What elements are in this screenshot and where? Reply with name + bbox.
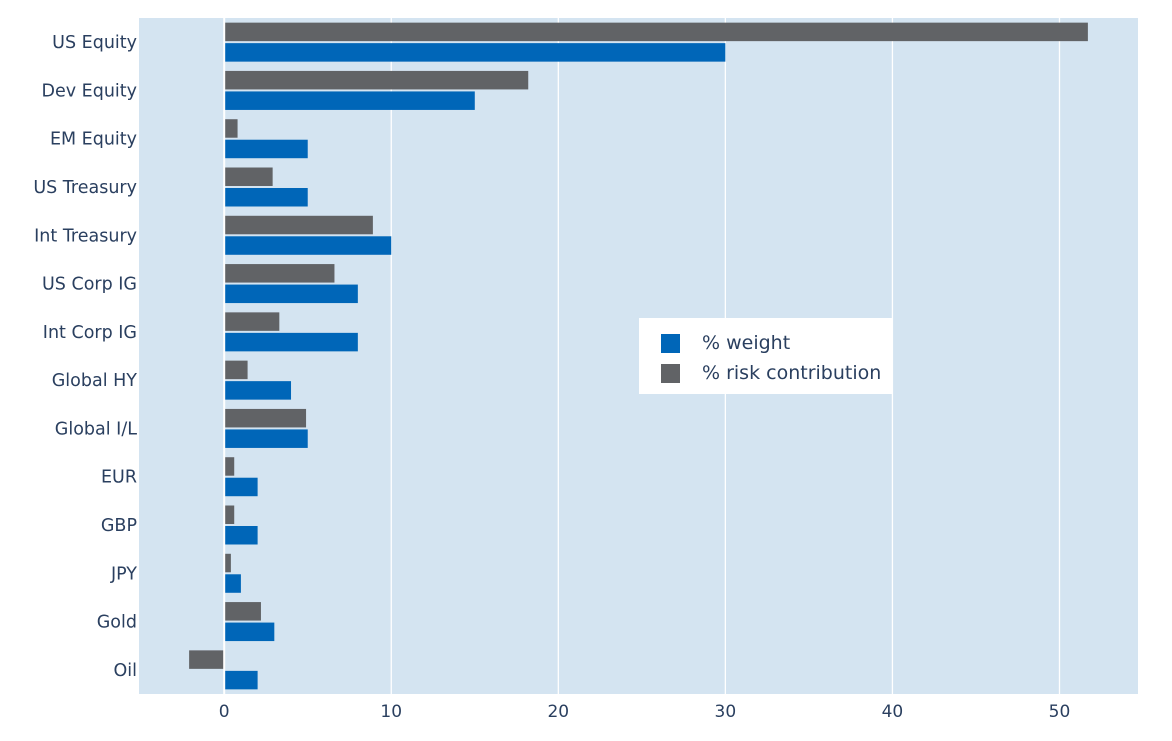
bar-risk-9 (224, 457, 235, 476)
bar-weight-5 (224, 284, 358, 304)
bar-risk-13 (189, 650, 225, 669)
y-tick-label: US Treasury (33, 178, 137, 198)
legend-item-weight[interactable]: % weight (661, 328, 893, 358)
bar-risk-10 (224, 505, 235, 524)
legend-item-risk[interactable]: % risk contribution (661, 358, 893, 388)
bar-risk-2 (224, 119, 238, 138)
bar-weight-10 (224, 526, 258, 545)
bars (189, 22, 1088, 690)
bar-risk-12 (224, 602, 261, 621)
y-tick-label: US Corp IG (42, 275, 137, 295)
y-tick-label: Int Treasury (34, 226, 137, 246)
bar-weight-8 (224, 429, 308, 448)
y-axis-labels: US Equity Dev Equity EM Equity US Treasury I… (33, 33, 137, 681)
bar-risk-4 (224, 215, 373, 235)
bar-weight-1 (224, 91, 475, 110)
legend-swatch-weight (661, 333, 680, 353)
bar-weight-12 (224, 622, 275, 642)
bar-weight-9 (224, 477, 258, 497)
legend-label-risk: % risk contribution (702, 362, 882, 384)
x-tick-label: 30 (715, 702, 737, 722)
x-tick-label: 0 (219, 702, 230, 722)
x-tick-label: 40 (882, 702, 904, 722)
plot-background (139, 18, 1138, 694)
bar-weight-2 (224, 139, 308, 159)
bar-weight-3 (224, 188, 308, 207)
bar-weight-13 (224, 670, 258, 690)
x-tick-label: 20 (547, 702, 569, 722)
bar-weight-0 (224, 43, 726, 62)
y-tick-label: Dev Equity (42, 81, 138, 101)
y-tick-label: Oil (114, 661, 138, 681)
y-tick-label: JPY (110, 564, 137, 584)
bar-risk-8 (224, 408, 307, 428)
legend-label-weight: % weight (702, 332, 791, 354)
bar-weight-4 (224, 236, 392, 255)
y-tick-label: Gold (97, 613, 137, 633)
bar-risk-11 (224, 553, 231, 573)
x-axis-ticks: 0 10 20 30 40 50 (219, 702, 1071, 722)
x-tick-label: 10 (380, 702, 402, 722)
bar-weight-6 (224, 332, 358, 352)
bar-risk-5 (224, 264, 335, 283)
y-tick-label: Global I/L (55, 419, 137, 439)
legend[interactable]: % weight % risk contribution (639, 318, 893, 394)
y-tick-label: US Equity (52, 33, 137, 53)
bar-risk-1 (224, 70, 529, 90)
y-tick-label: Global HY (52, 371, 138, 391)
bar-weight-11 (224, 574, 241, 593)
x-tick-label: 50 (1049, 702, 1071, 722)
bar-risk-3 (224, 167, 273, 186)
bar-risk-6 (224, 312, 280, 331)
y-tick-label: Int Corp IG (43, 323, 137, 343)
bar-risk-7 (224, 360, 248, 380)
y-tick-label: EUR (101, 468, 137, 488)
y-tick-label: EM Equity (50, 130, 137, 150)
y-tick-label: GBP (101, 516, 137, 536)
legend-swatch-risk (661, 363, 680, 383)
bar-risk-0 (224, 22, 1088, 42)
bar-weight-7 (224, 381, 292, 400)
